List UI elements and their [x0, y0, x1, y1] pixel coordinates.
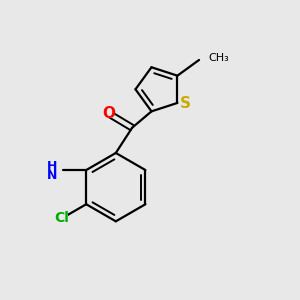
FancyBboxPatch shape	[181, 99, 190, 108]
Text: N: N	[46, 169, 57, 182]
Text: CH₃: CH₃	[208, 53, 229, 64]
Text: S: S	[180, 96, 191, 111]
FancyBboxPatch shape	[104, 109, 113, 118]
Text: Cl: Cl	[55, 211, 70, 225]
FancyBboxPatch shape	[47, 164, 56, 172]
FancyBboxPatch shape	[56, 214, 68, 222]
Text: H: H	[46, 160, 57, 173]
Text: O: O	[102, 106, 115, 121]
FancyBboxPatch shape	[47, 171, 56, 180]
